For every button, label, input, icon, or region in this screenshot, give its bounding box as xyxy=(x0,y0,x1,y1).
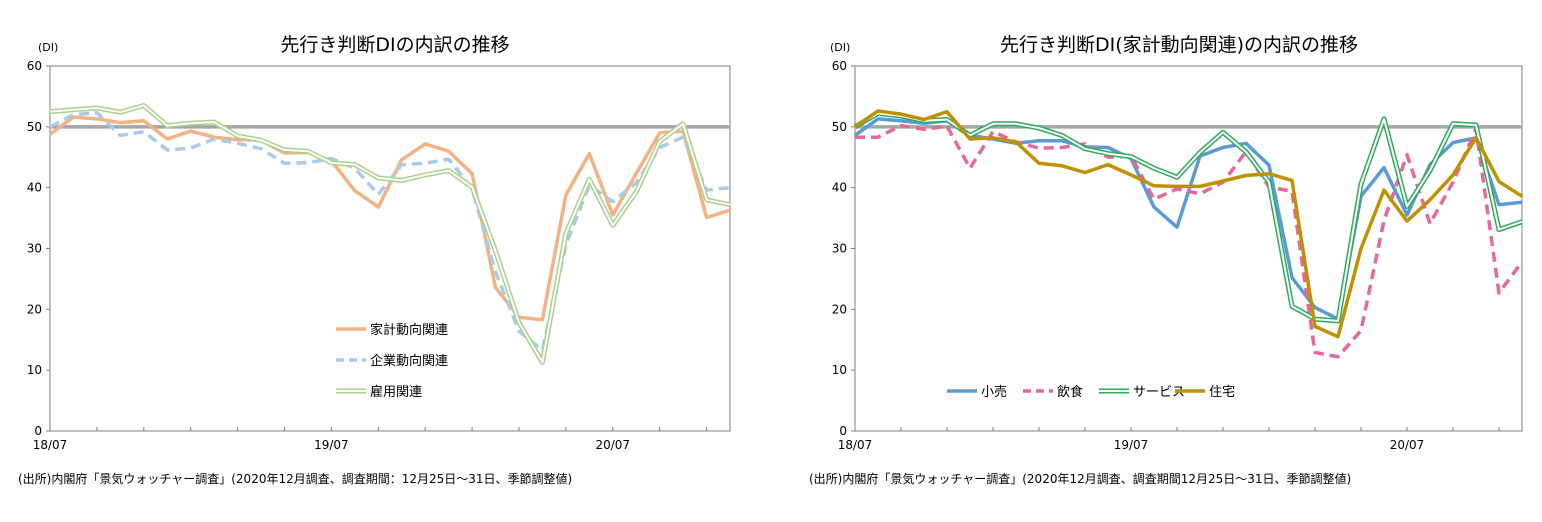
series-line xyxy=(853,117,1523,321)
x-tick-label: 19/07 xyxy=(1114,438,1149,452)
x-tick-label: 20/07 xyxy=(1390,438,1425,452)
legend-label: サービス xyxy=(1133,385,1185,400)
y-tick-label: 50 xyxy=(832,120,847,134)
chart-right: 先行き判断DI(家計動向関連)の内訳の推移 (DI) (出所)内閣府「景気ウォッ… xyxy=(809,34,1524,486)
x-tick-label: 18/07 xyxy=(838,438,873,452)
y-tick-label: 40 xyxy=(832,181,847,195)
x-tick-label: 19/07 xyxy=(314,438,349,452)
y-tick-label: 50 xyxy=(27,120,42,134)
x-tick-label: 18/07 xyxy=(33,438,68,452)
series-line xyxy=(854,109,1523,339)
chart-panel-right: 先行き判断DI(家計動向関連)の内訳の推移 (DI) (出所)内閣府「景気ウォッ… xyxy=(771,0,1542,522)
series-line xyxy=(48,115,731,322)
legend-label: 住宅 xyxy=(1209,385,1235,400)
legend-label: 家計動向関連 xyxy=(370,322,448,338)
source-note: (出所)内閣府「景気ウォッチャー調査」(2020年12月調査、調査期間：12月2… xyxy=(18,471,572,486)
y-tick-label: 60 xyxy=(27,59,42,73)
legend-label: 雇用関連 xyxy=(370,384,422,400)
y-tick-label: 0 xyxy=(839,424,847,438)
chart-title: 先行き判断DI(家計動向関連)の内訳の推移 xyxy=(1000,34,1358,56)
legend-label: 企業動向関連 xyxy=(370,353,448,369)
y-tick-label: 10 xyxy=(832,363,847,377)
chart-title: 先行き判断DIの内訳の推移 xyxy=(280,34,509,56)
series-line xyxy=(49,111,731,352)
series-line-inner xyxy=(49,104,731,364)
source-note: (出所)内閣府「景気ウォッチャー調査」(2020年12月調査、調査期間12月25… xyxy=(809,471,1351,486)
chart-panel-left: 先行き判断DIの内訳の推移 (DI) (出所)内閣府「景気ウォッチャー調査」(2… xyxy=(18,34,731,486)
series-line xyxy=(855,123,1524,359)
y-tick-label: 0 xyxy=(34,424,42,438)
y-unit-label: (DI) xyxy=(830,41,850,54)
y-tick-label: 30 xyxy=(832,242,847,256)
chart-left: 先行き判断DIの内訳の推移 (DI) (出所)内閣府「景気ウォッチャー調査」(2… xyxy=(18,34,731,486)
y-tick-label: 60 xyxy=(832,59,847,73)
y-tick-label: 20 xyxy=(832,302,847,316)
y-tick-label: 40 xyxy=(27,181,42,195)
y-unit-label: (DI) xyxy=(38,41,58,54)
x-tick-label: 20/07 xyxy=(595,438,630,452)
y-tick-label: 30 xyxy=(27,242,42,256)
y-tick-label: 20 xyxy=(27,302,42,316)
legend-label: 飲食 xyxy=(1057,384,1083,400)
plot-frame xyxy=(49,65,731,432)
y-tick-label: 10 xyxy=(27,363,42,377)
legend-label: 小売 xyxy=(981,384,1007,400)
